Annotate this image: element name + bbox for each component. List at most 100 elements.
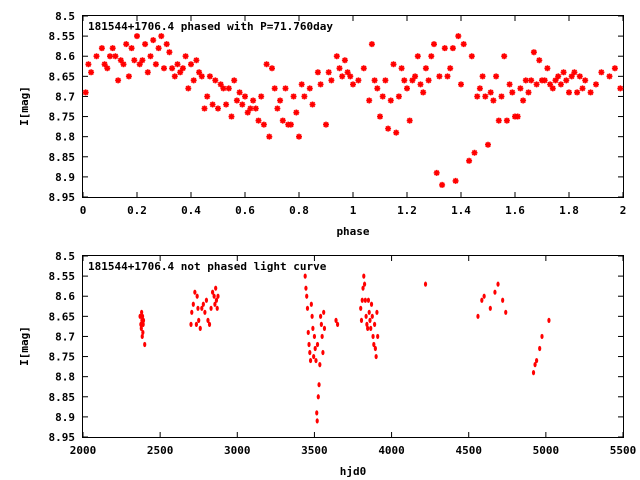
data-point [493,73,500,80]
data-point [213,301,217,307]
data-point [528,77,535,84]
data-point [152,61,159,68]
x-tick-label: 0.2 [127,204,147,217]
data-point [372,341,376,348]
plot-frame [82,15,624,198]
data-point [447,65,454,72]
x-tick-label: 0.6 [235,204,255,217]
data-point [552,77,559,84]
data-point [169,65,176,72]
data-point [263,61,270,68]
data-point [493,289,497,295]
data-point [141,329,145,336]
data-point [485,141,491,148]
data-point [303,273,307,279]
data-point [606,73,613,80]
data-point [436,73,443,80]
data-point [488,305,492,311]
plot-frame [82,255,624,438]
data-point [611,65,618,72]
data-point [214,285,218,291]
y-tick-label: 8.85 [49,391,76,404]
data-point [319,313,323,319]
data-point [373,321,377,327]
data-point [147,53,154,60]
data-point [252,105,259,112]
data-point [197,317,201,323]
data-point [134,33,140,40]
data-point [142,41,149,48]
y-tick-label: 8.55 [49,270,76,283]
data-point [163,41,170,48]
data-point [191,301,195,307]
data-point [374,85,381,92]
data-point [390,61,397,68]
data-point [593,81,599,88]
data-point [140,333,144,340]
data-point [177,69,184,76]
data-point [533,81,540,88]
data-point [360,65,367,72]
data-point [339,73,346,80]
data-point [480,297,484,303]
data-point [244,109,251,116]
data-point [323,121,329,128]
data-point [428,53,435,60]
x-tick-label: 5000 [533,444,560,457]
data-point [198,325,202,331]
y-tick-label: 8.95 [49,431,76,444]
x-tick-label: 4000 [378,444,405,457]
data-point [203,309,207,315]
data-point [109,45,116,52]
data-point [220,85,227,92]
data-point [412,73,419,80]
data-point [547,317,551,323]
data-point [375,309,379,315]
data-point [306,329,310,336]
data-point [318,362,322,368]
data-point [304,285,308,291]
data-point [455,33,462,40]
data-point [366,97,373,104]
data-point [347,73,354,80]
data-point [576,73,583,80]
data-point [336,65,343,72]
data-point [371,77,378,84]
data-point [367,309,371,315]
chart-title: 181544+1706.4 not phased light curve [88,260,327,273]
data-point [498,93,505,100]
data-point [514,113,521,120]
data-point [215,105,221,112]
data-point [414,53,421,60]
data-point [155,45,162,52]
data-point [120,61,127,68]
data-point [101,61,108,68]
x-tick-label: 0 [80,204,87,217]
data-point [200,305,204,311]
data-point [582,77,589,84]
data-point [538,345,542,352]
data-point [328,77,335,84]
data-point [166,49,173,56]
data-point [98,45,105,52]
data-point [250,97,257,104]
data-point [568,73,575,80]
data-point [587,89,594,96]
data-point [311,325,315,331]
data-point [216,293,220,299]
data-point [196,305,200,311]
data-point [305,305,310,311]
data-point [474,93,481,100]
data-point [319,321,323,327]
data-point [313,345,317,352]
data-point [260,121,267,128]
data-point [530,49,537,56]
data-point [322,325,327,331]
data-point [468,53,475,60]
phased-light-curve-chart: 181544+1706.4 phased with P=71.760day ph… [18,10,626,238]
y-tick-label: 8.65 [49,310,76,323]
data-point [490,97,497,104]
data-point [433,169,440,176]
data-point [255,117,262,124]
y-tick-label: 8.6 [55,290,75,303]
